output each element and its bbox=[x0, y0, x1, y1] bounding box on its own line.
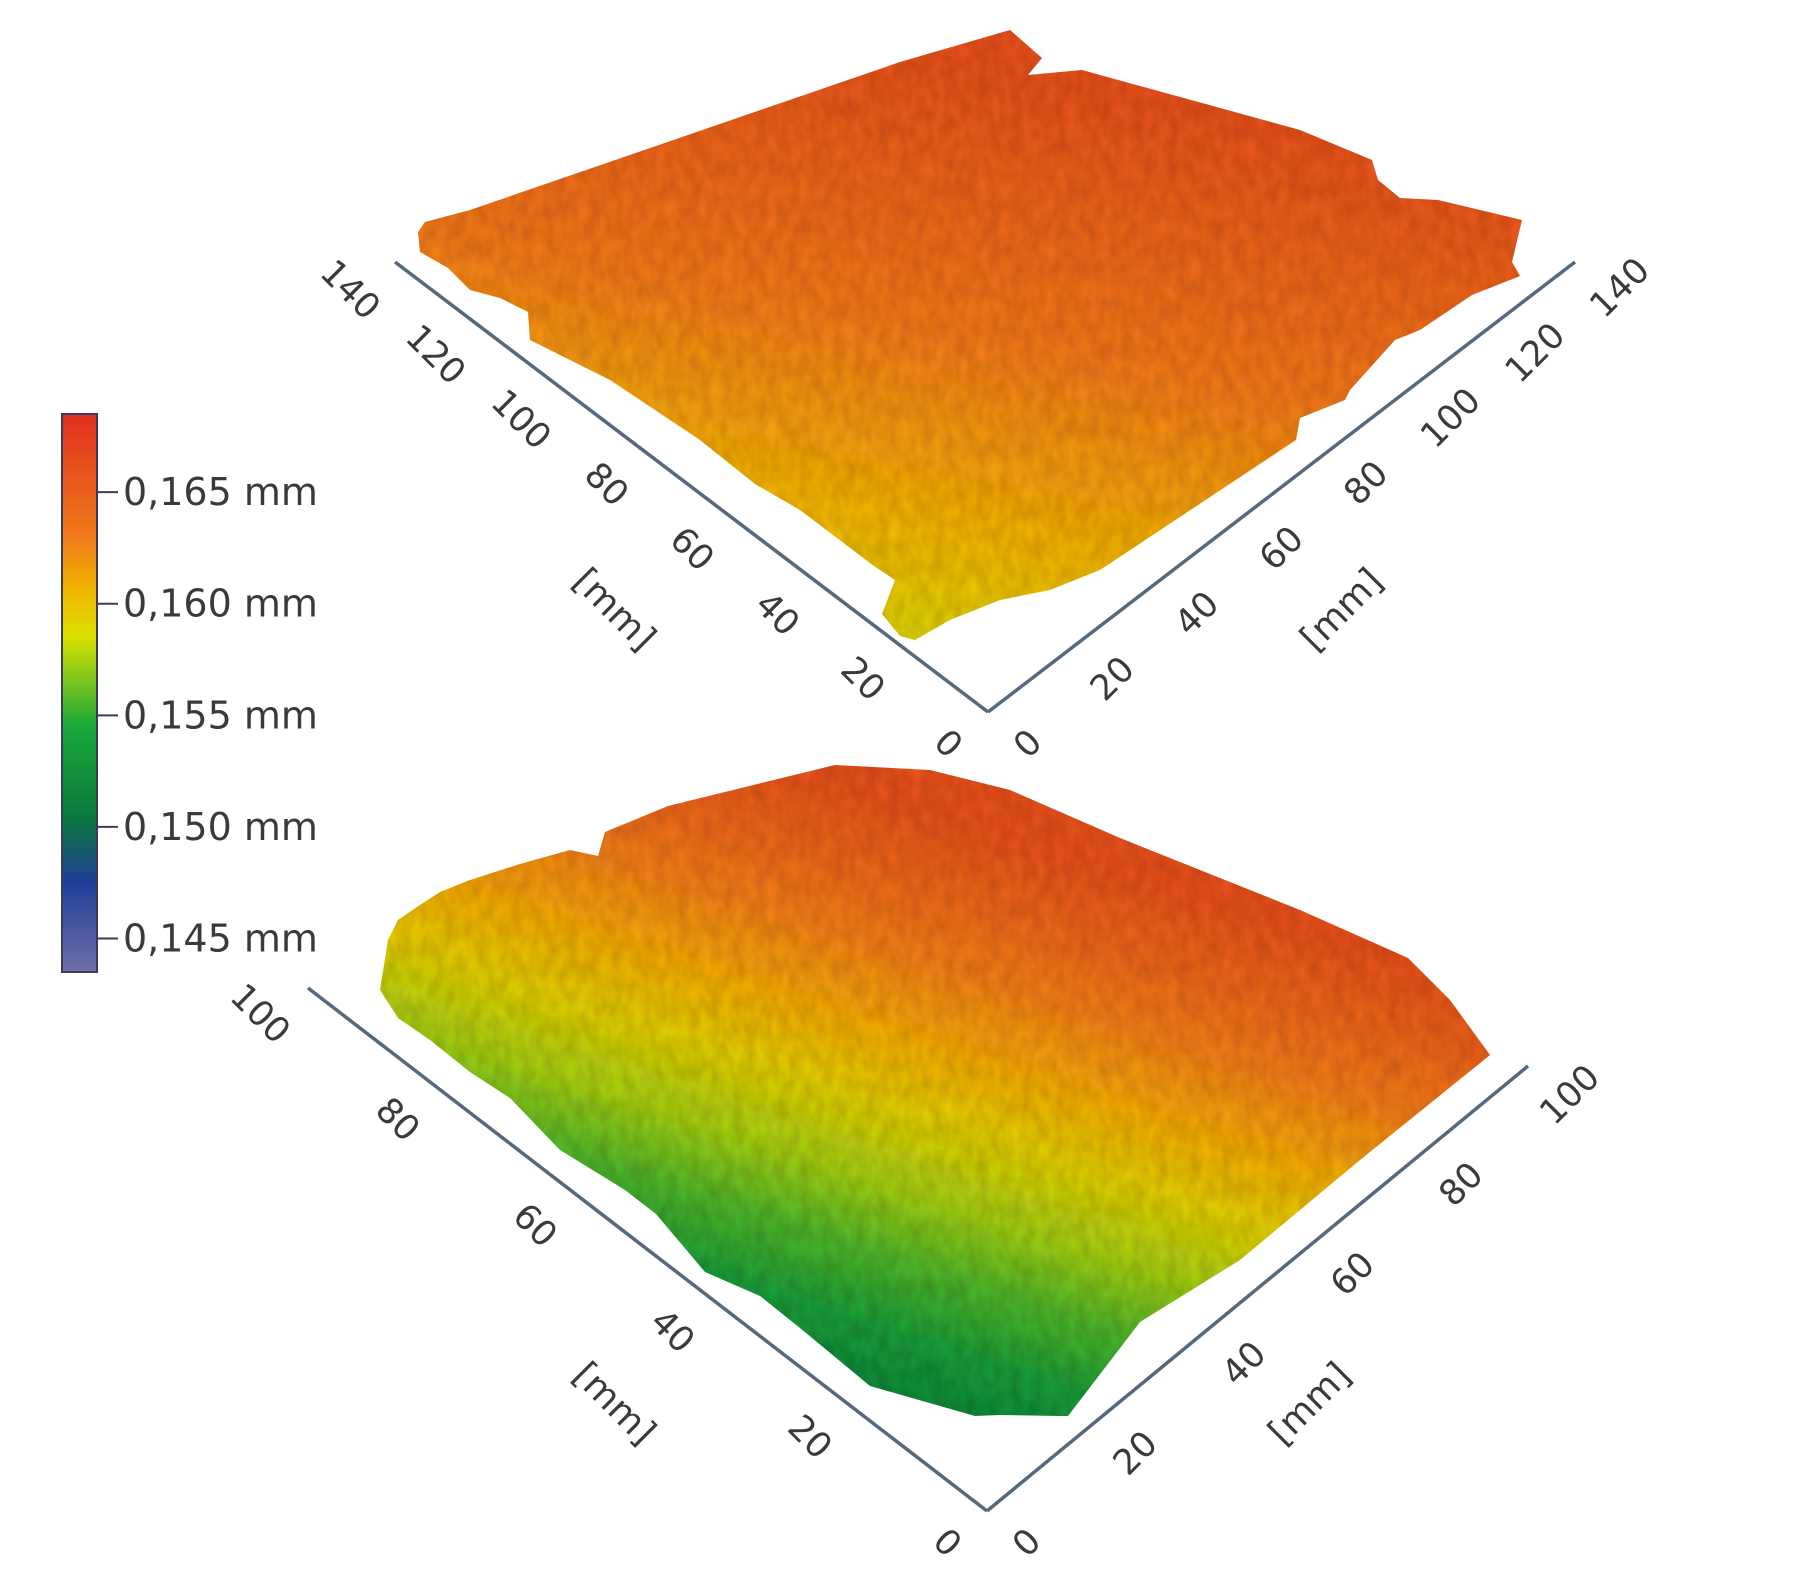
axis-tick-label: 100 bbox=[483, 382, 559, 458]
bottom-y-axis-line bbox=[985, 1064, 1530, 1513]
axis-tick-label: 60 bbox=[1323, 1245, 1383, 1305]
axis-tick-label: 20 bbox=[1106, 1424, 1166, 1484]
axis-tick-label: 40 bbox=[1167, 584, 1227, 644]
bottom-x-axis-line bbox=[306, 986, 989, 1513]
axis-tick-label: 120 bbox=[1498, 316, 1574, 392]
axis-tick-label: 140 bbox=[1582, 250, 1658, 326]
axis-tick-label: 20 bbox=[832, 649, 892, 709]
axis-tick-label: 100 bbox=[1532, 1057, 1608, 1133]
axis-tick-label: 20 bbox=[779, 1408, 839, 1468]
top-surface bbox=[418, 30, 1522, 640]
axis-tick-label: 40 bbox=[1215, 1334, 1275, 1394]
axis-tick-label: 20 bbox=[1083, 649, 1143, 709]
top-x-axis-label: [mm] bbox=[565, 561, 663, 659]
colorbar: 0,165 mm 0,160 mm 0,155 mm 0,150 mm 0,145 mm bbox=[61, 413, 318, 973]
axis-tick-label: 80 bbox=[1337, 454, 1397, 514]
axis-tick-label: 0 bbox=[1006, 722, 1050, 766]
top-y-axis-label: [mm] bbox=[1293, 561, 1391, 659]
colorbar-ticks: 0,165 mm 0,160 mm 0,155 mm 0,150 mm 0,145 mm bbox=[97, 470, 318, 961]
colorbar-label: 0,160 mm bbox=[123, 582, 318, 626]
colorbar-label: 0,165 mm bbox=[123, 470, 318, 514]
axis-tick-label: 80 bbox=[1432, 1155, 1492, 1215]
axis-tick-label: 100 bbox=[1413, 381, 1489, 457]
bottom-surface-plot: 0 20 40 60 80 100 0 20 40 60 80 100 [mm] [mm] bbox=[222, 765, 1608, 1565]
bottom-x-axis-label: [mm] bbox=[565, 1355, 663, 1453]
bottom-y-axis-label: [mm] bbox=[1261, 1355, 1359, 1453]
colorbar-bar bbox=[61, 413, 98, 973]
axis-tick-label: 120 bbox=[397, 317, 473, 393]
axis-tick-label: 0 bbox=[926, 722, 970, 766]
bottom-surface bbox=[380, 765, 1490, 1416]
colorbar-label: 0,150 mm bbox=[123, 805, 318, 849]
axis-tick-label: 40 bbox=[642, 1302, 702, 1362]
axis-tick-label: 80 bbox=[576, 455, 636, 515]
axis-tick-label: 0 bbox=[1005, 1521, 1049, 1565]
axis-tick-label: 80 bbox=[367, 1090, 427, 1150]
colorbar-label: 0,155 mm bbox=[123, 693, 318, 737]
top-y-axis-line bbox=[986, 260, 1577, 714]
axis-tick-label: 60 bbox=[505, 1196, 565, 1256]
axis-tick-label: 140 bbox=[312, 252, 388, 328]
axis-tick-label: 40 bbox=[747, 585, 807, 645]
top-x-axis-line bbox=[393, 260, 990, 714]
axis-tick-label: 60 bbox=[1252, 519, 1312, 579]
colorbar-label: 0,145 mm bbox=[123, 917, 318, 961]
axis-tick-label: 100 bbox=[222, 976, 298, 1052]
axis-tick-label: 0 bbox=[925, 1521, 969, 1565]
axis-tick-label: 60 bbox=[662, 520, 722, 580]
